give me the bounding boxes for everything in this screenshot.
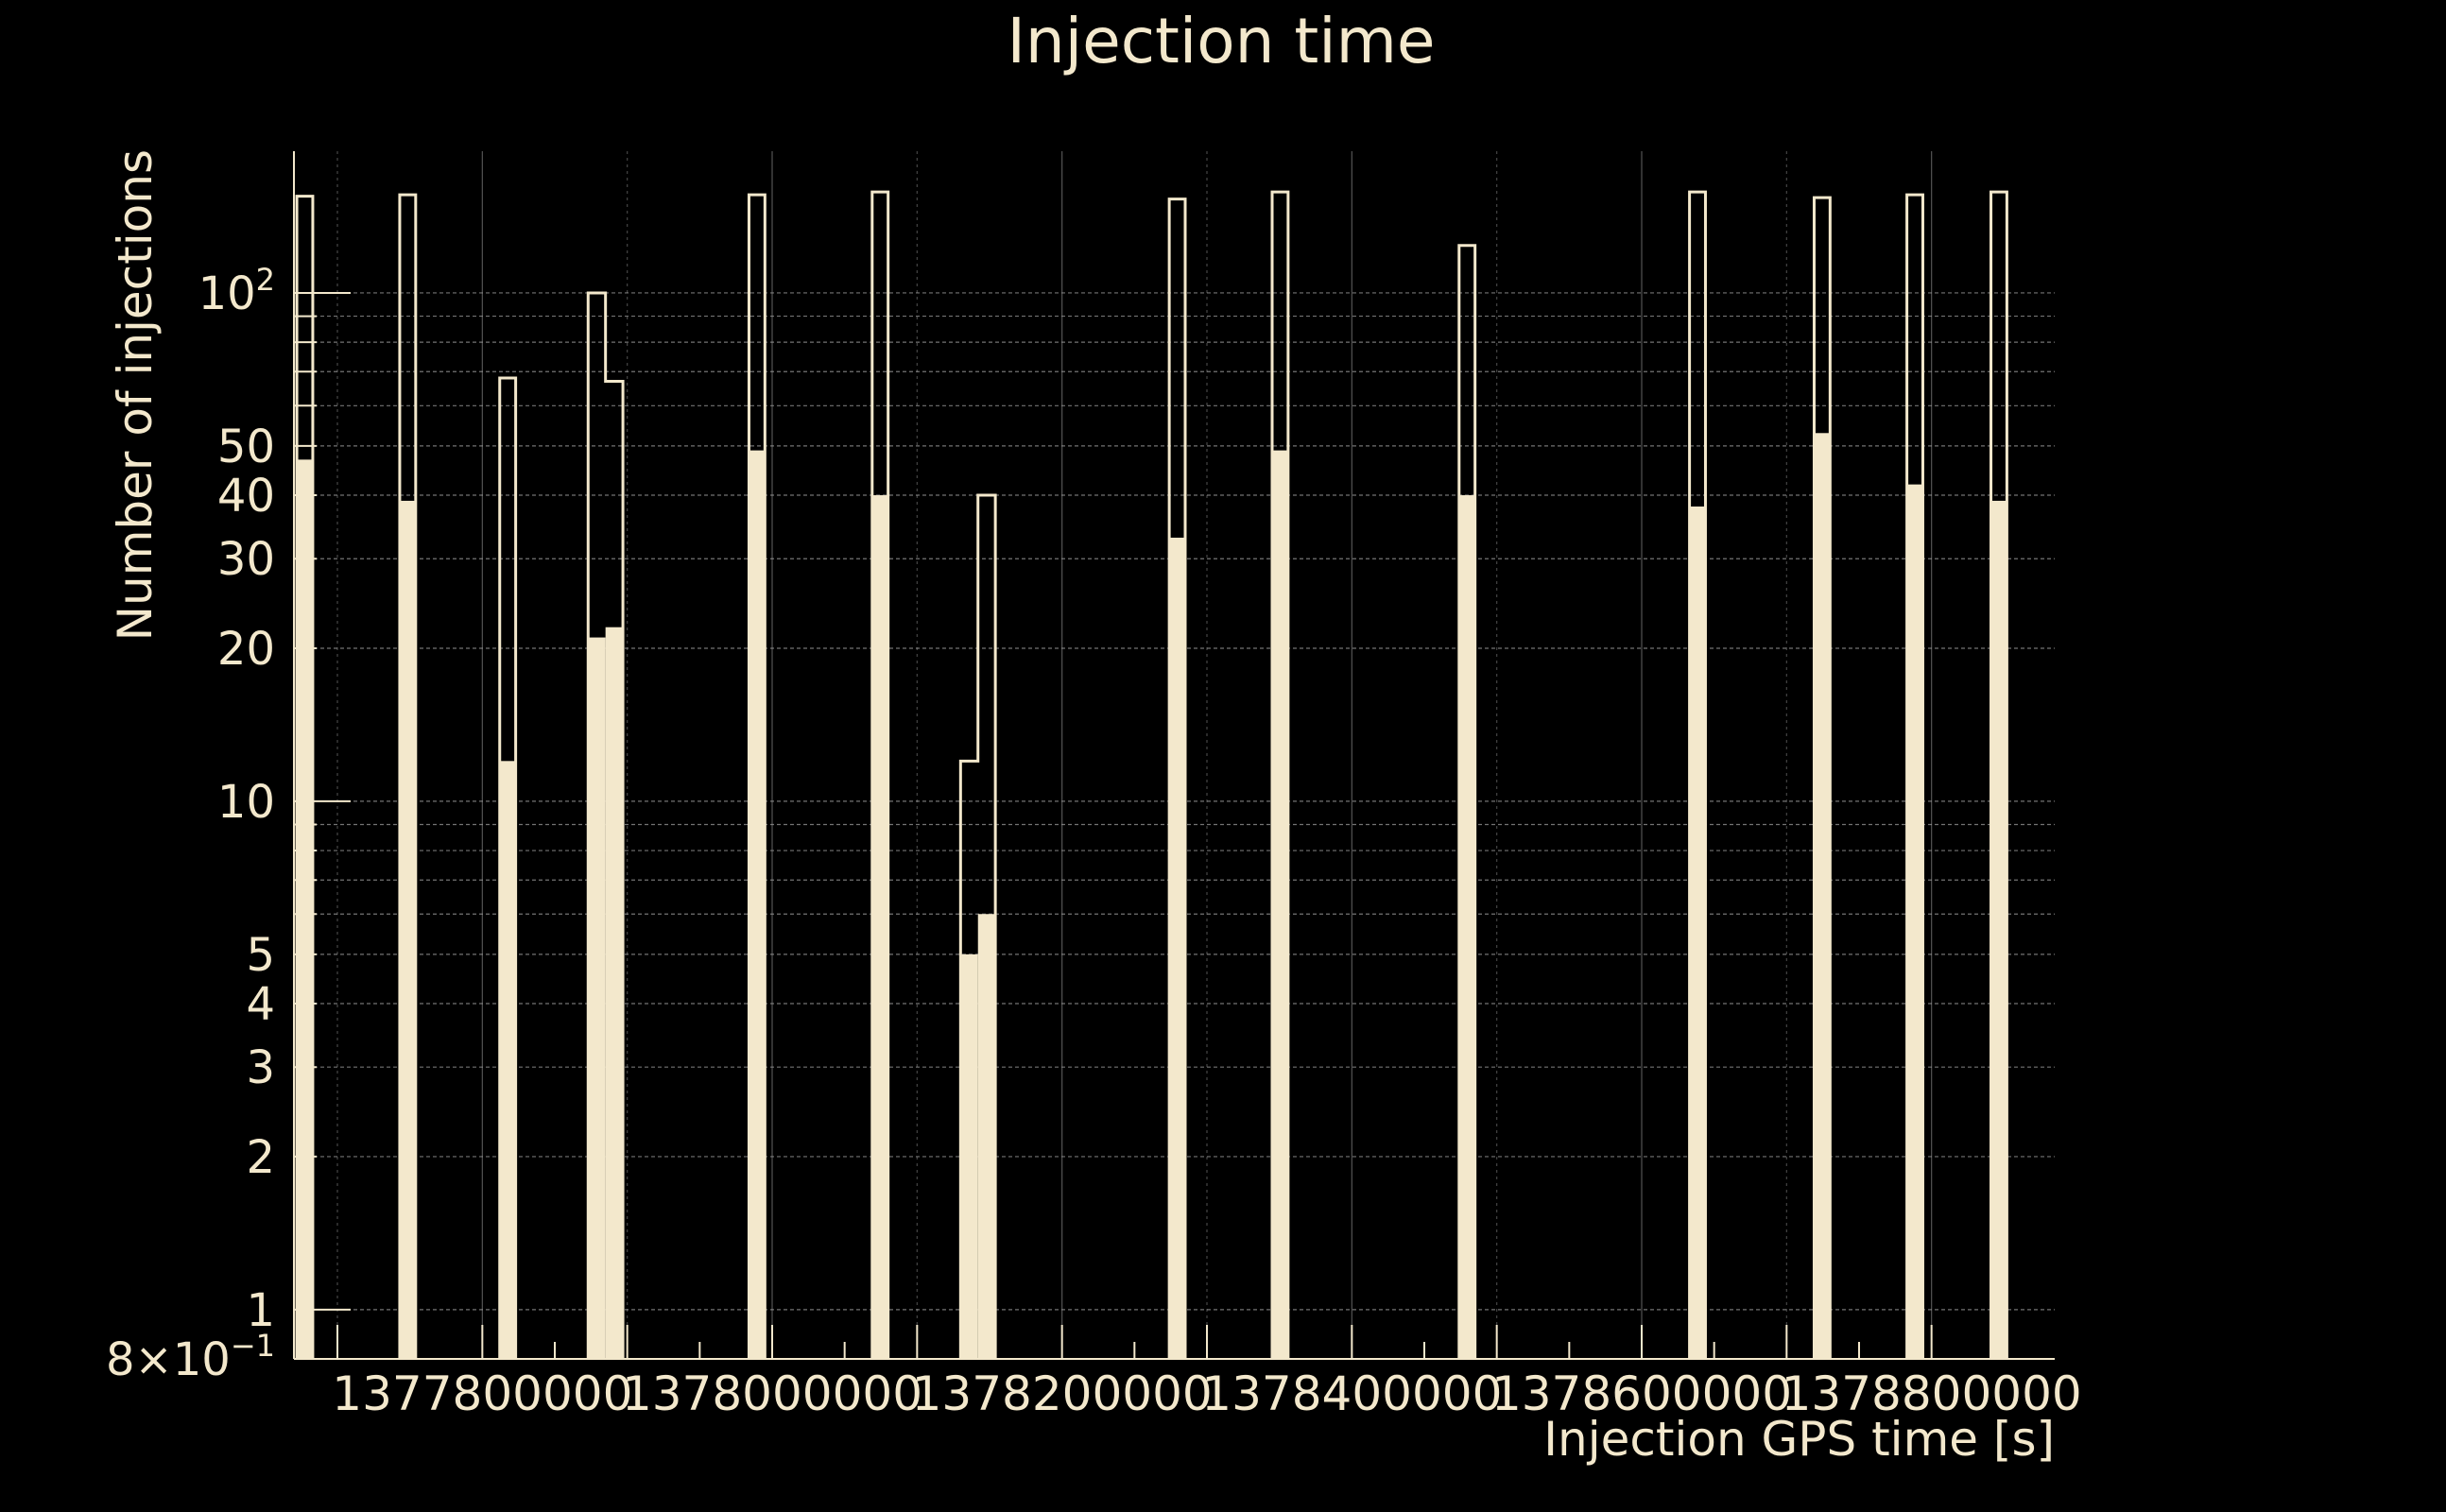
outline-histogram: [295, 190, 2008, 1359]
x-tick-label: 1378200000: [912, 1366, 1213, 1421]
filled-bin: [605, 627, 624, 1359]
y-tick-label: 1: [246, 1284, 275, 1337]
filled-bin: [1814, 433, 1831, 1359]
filled-bin: [499, 761, 516, 1359]
y-tick-label: 5: [246, 929, 275, 982]
outline-bin: [295, 195, 315, 1359]
y-tick-label: 30: [217, 533, 275, 586]
y-tick-label: 8×10−1: [106, 1328, 275, 1386]
tick-labels: 1377800000137800000013782000001378400000…: [106, 262, 2082, 1421]
x-tick-label: 1378800000: [1782, 1366, 2082, 1421]
filled-bin: [960, 954, 978, 1359]
outline-bin: [1812, 196, 1832, 1359]
outline-bin: [1270, 190, 1290, 1359]
y-tick-label: 40: [217, 470, 275, 523]
filled-bin: [977, 914, 996, 1359]
filled-bin: [749, 450, 766, 1359]
outline-bin: [958, 493, 997, 1359]
y-tick-label: 2: [246, 1131, 275, 1184]
axes: [293, 151, 2055, 1360]
x-tick-label: 1378000000: [622, 1366, 922, 1421]
x-tick-label: 1378400000: [1201, 1366, 1502, 1421]
chart-title: Injection time: [1007, 5, 1435, 77]
outline-bin: [1905, 193, 1924, 1359]
filled-bin: [1272, 450, 1288, 1359]
filled-histogram: [297, 433, 2007, 1359]
filled-bin: [1169, 537, 1185, 1359]
y-tick-label: 10: [217, 776, 275, 829]
outline-bin: [398, 193, 418, 1359]
outline-bin: [1688, 190, 1707, 1359]
x-tick-label: 1377800000: [332, 1366, 632, 1421]
filled-bin: [871, 495, 888, 1359]
outline-bin: [1167, 198, 1187, 1359]
outline-bin: [586, 291, 625, 1359]
filled-bin: [588, 637, 606, 1359]
filled-bin: [1458, 495, 1475, 1359]
filled-bin: [1906, 484, 1923, 1359]
y-tick-label: 50: [217, 421, 275, 473]
outline-bin: [498, 376, 518, 1359]
y-tick-label: 3: [246, 1041, 275, 1094]
outline-bin: [870, 190, 890, 1359]
y-tick-label: 20: [217, 623, 275, 676]
filled-bin: [297, 459, 313, 1359]
filled-bin: [399, 500, 416, 1359]
x-tick-label: 1378600000: [1491, 1366, 1792, 1421]
y-tick-label: 102: [198, 262, 275, 320]
filled-bin: [1990, 500, 2007, 1359]
outline-bin: [1990, 190, 2008, 1359]
y-tick-label: 4: [246, 978, 275, 1031]
filled-bin: [1689, 507, 1706, 1359]
y-axis-label: Number of injections: [108, 149, 163, 641]
outline-bin: [1457, 244, 1477, 1359]
outline-bin: [747, 193, 767, 1359]
x-axis-label: Injection GPS time [s]: [1543, 1412, 2055, 1467]
